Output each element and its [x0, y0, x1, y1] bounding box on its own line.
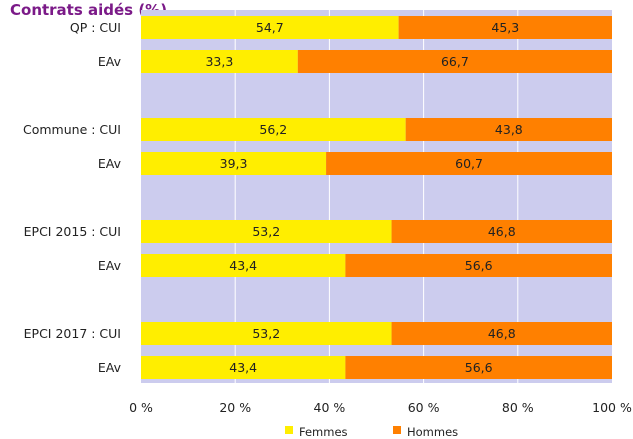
bar-femmes-7 [141, 356, 346, 379]
data-label-femmes-4: 53,2 [252, 224, 280, 239]
data-label-hommes-7: 56,6 [465, 360, 493, 375]
legend-swatch-hommes [393, 426, 401, 434]
bar-femmes-0 [141, 16, 399, 39]
data-label-femmes-3: 39,3 [220, 156, 248, 171]
category-label-3: EAv [98, 156, 122, 171]
bar-femmes-1 [141, 50, 298, 73]
legend: Femmes Hommes [285, 425, 458, 439]
category-label-1: EAv [98, 54, 122, 69]
legend-swatch-femmes [285, 426, 293, 434]
bar-hommes-0 [398, 16, 612, 39]
x-tick-100: 100 % [592, 400, 632, 415]
data-label-hommes-0: 45,3 [491, 20, 519, 35]
x-tick-40: 40 % [314, 400, 346, 415]
bar-hommes-4 [391, 220, 612, 243]
legend-label-femmes: Femmes [299, 425, 348, 439]
data-label-hommes-5: 56,6 [465, 258, 493, 273]
data-label-hommes-2: 43,8 [495, 122, 523, 137]
category-labels: QP : CUI EAv Commune : CUI EAv EPCI 2015 : C… [23, 20, 122, 375]
data-label-hommes-1: 66,7 [441, 54, 469, 69]
bar-femmes-4 [141, 220, 392, 243]
bar-hommes-5 [345, 254, 612, 277]
bar-hommes-2 [405, 118, 612, 141]
bars: 54,7 45,3 33,3 66,7 56,2 43,8 39,3 60,7 53,2 46,8… [141, 16, 612, 379]
bar-hommes-1 [297, 50, 612, 73]
data-label-femmes-0: 54,7 [256, 20, 284, 35]
category-label-6: EPCI 2017 : CUI [24, 326, 121, 341]
data-label-hommes-6: 46,8 [488, 326, 516, 341]
legend-label-hommes: Hommes [407, 425, 458, 439]
category-label-4: EPCI 2015 : CUI [24, 224, 121, 239]
bar-hommes-6 [391, 322, 612, 345]
data-label-femmes-2: 56,2 [259, 122, 287, 137]
bar-femmes-5 [141, 254, 346, 277]
bar-femmes-3 [141, 152, 327, 175]
x-tick-0: 0 % [129, 400, 153, 415]
x-tick-60: 60 % [408, 400, 440, 415]
data-label-femmes-5: 43,4 [229, 258, 257, 273]
chart-title: Contrats aidés (%) [10, 1, 167, 19]
data-label-hommes-3: 60,7 [455, 156, 483, 171]
x-tick-80: 80 % [502, 400, 534, 415]
category-label-0: QP : CUI [70, 20, 121, 35]
category-label-7: EAv [98, 360, 122, 375]
bar-femmes-2 [141, 118, 406, 141]
category-label-2: Commune : CUI [23, 122, 121, 137]
data-label-femmes-6: 53,2 [252, 326, 280, 341]
data-label-femmes-1: 33,3 [205, 54, 233, 69]
data-label-hommes-4: 46,8 [488, 224, 516, 239]
bar-femmes-6 [141, 322, 392, 345]
data-label-femmes-7: 43,4 [229, 360, 257, 375]
x-axis-ticks: 0 % 20 % 40 % 60 % 80 % 100 % [129, 400, 632, 415]
category-label-5: EAv [98, 258, 122, 273]
bar-hommes-3 [326, 152, 612, 175]
bar-hommes-7 [345, 356, 612, 379]
x-tick-20: 20 % [219, 400, 251, 415]
